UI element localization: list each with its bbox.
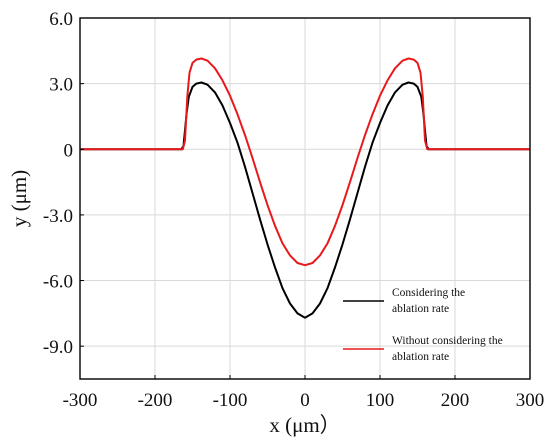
x-axis-label: x (μm） [269, 413, 340, 437]
series-group [80, 57, 530, 319]
legend-label-2: ablation rate [392, 351, 449, 363]
x-tick-label: 0 [300, 390, 310, 411]
x-tick-label: 100 [366, 390, 395, 411]
y-tick-label: -9.0 [43, 337, 73, 358]
y-tick-label: -3.0 [43, 206, 73, 227]
series-line-2 [80, 57, 530, 267]
grid [79, 17, 531, 379]
series-line-1 [80, 81, 530, 319]
x-tick-label: -300 [63, 390, 98, 411]
y-tick-label: -6.0 [43, 272, 73, 293]
y-tick-label: 3.0 [49, 75, 73, 96]
x-tick-label: 200 [441, 390, 470, 411]
x-tick-label: 300 [516, 390, 545, 411]
x-tick-label: -200 [138, 390, 173, 411]
legend: Considering the ablation rate Without cons… [343, 287, 503, 363]
legend-label-2: Without considering the [392, 335, 503, 347]
legend-label-1: ablation rate [392, 303, 449, 315]
y-tick-label: 0 [64, 140, 74, 161]
y-axis-label: y (μm) [7, 170, 31, 227]
legend-label-1: Considering the [392, 287, 465, 299]
x-tick-label: -100 [213, 390, 248, 411]
y-tick-label: 6.0 [49, 9, 73, 30]
tick-labels: -300 -200 -100 0 100 200 300 6.0 3.0 0 -3.0 -6.0 -9.… [43, 9, 544, 411]
